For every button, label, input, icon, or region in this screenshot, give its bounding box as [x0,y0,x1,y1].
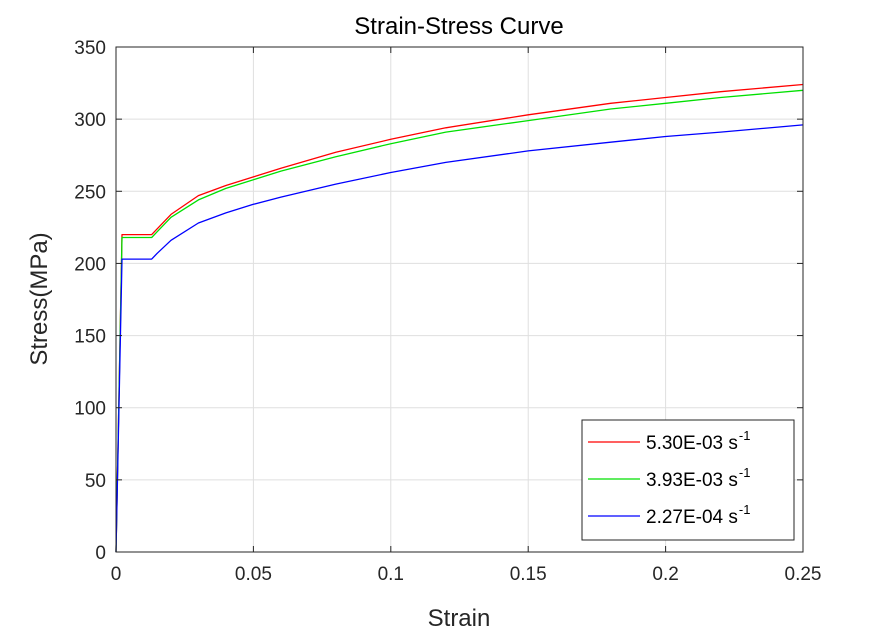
x-tick-label: 0 [111,564,122,585]
series-line-1 [115,83,804,553]
series-line-3 [115,124,804,553]
x-tick-label: 0.15 [510,564,547,585]
x-tick-label: 0.25 [785,564,822,585]
x-tick-label: 0.05 [235,564,272,585]
legend-label-1: 5.30E-03 s-1 [646,428,750,454]
axes [115,46,804,553]
x-tick-label: 0.1 [378,564,404,585]
series-lines [115,83,804,553]
x-axis-title: Strain [428,605,491,632]
chart-title: Strain-Stress Curve [354,13,563,40]
y-axis-title: Stress(MPa) [26,232,53,365]
axes-box [115,46,804,553]
y-tick-label: 300 [74,110,106,131]
y-tick-label: 250 [74,182,106,203]
legend-label-2: 3.93E-03 s-1 [646,465,750,491]
legend-box [581,419,795,541]
y-tick-label: 50 [85,471,106,492]
y-tick-label: 100 [74,399,106,420]
legend-label-3: 2.27E-04 s-1 [646,502,750,528]
x-tick-label: 0.2 [652,564,678,585]
series-line-2 [115,89,804,553]
y-tick-label: 150 [74,327,106,348]
tick-labels: 0 0.05 0.1 0.15 0.2 0.25 0 50 100 150 200 250 300 350 [74,38,821,585]
grid-lines [116,47,803,552]
y-tick-label: 200 [74,254,106,275]
legend: 5.30E-03 s-1 3.93E-03 s-1 2.27E-04 s-1 [581,419,795,541]
y-tick-label: 350 [74,38,106,59]
y-tick-label: 0 [95,543,106,564]
